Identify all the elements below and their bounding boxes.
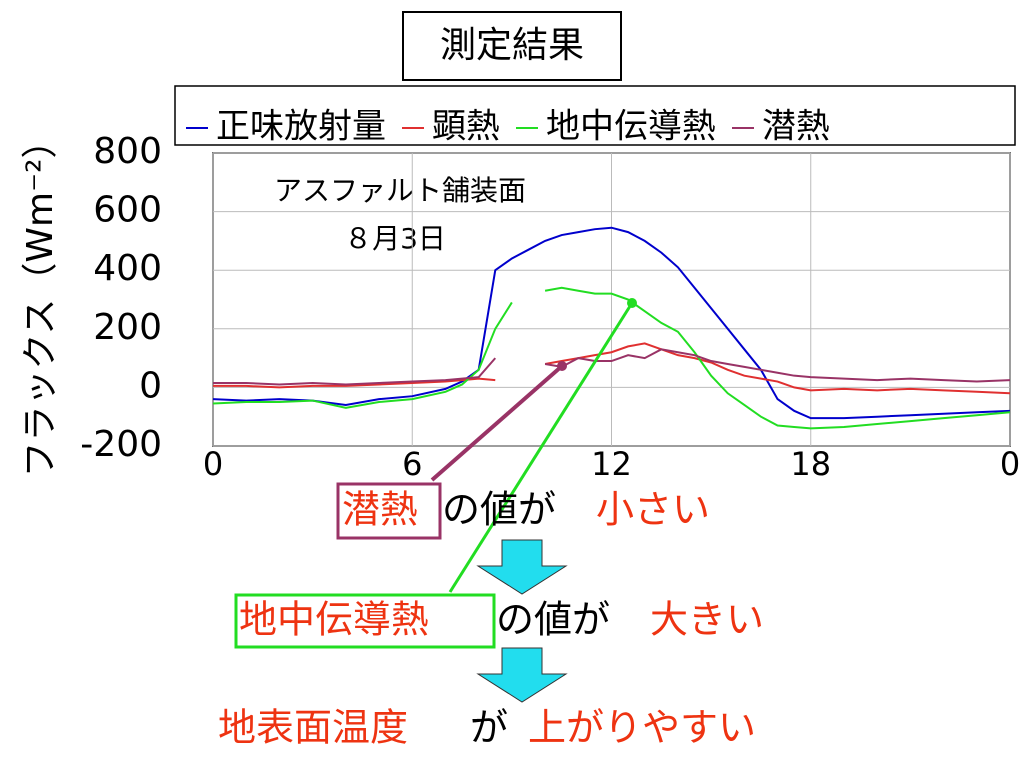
y-tick-label: 400 — [93, 248, 162, 289]
conclusion-text: の値が — [496, 598, 610, 642]
legend-label: 正味放射量 — [216, 107, 386, 147]
conclusion-result: 小さい — [596, 488, 710, 532]
plot — [212, 152, 1011, 447]
conclusion-text: が — [470, 706, 508, 750]
conclusion-key: 地中伝導熱 — [239, 598, 429, 642]
callout-dot — [557, 361, 567, 371]
conclusion-key: 潜熱 — [342, 488, 418, 532]
arrow-down — [476, 647, 568, 703]
y-tick-label: 0 — [139, 365, 162, 406]
y-tick-label: 800 — [93, 131, 162, 172]
x-tick-label: 0 — [203, 445, 223, 483]
callout-line — [430, 364, 564, 482]
annotation: ８月3日 — [344, 222, 446, 255]
series-line — [544, 342, 1011, 395]
legend-box — [174, 85, 1016, 146]
series-line — [213, 357, 497, 386]
conclusion-result: 上がりやすい — [528, 706, 756, 750]
arrow-down — [476, 539, 568, 595]
legend-label: 潜熱 — [762, 107, 830, 147]
conclusion-text: の値が — [442, 488, 556, 532]
highlight-box — [336, 482, 442, 540]
annotation: アスファルト舗装面 — [274, 174, 526, 207]
conclusion-key: 地表面温度 — [218, 706, 408, 750]
y-axis-label: フラックス（Wm⁻²） — [20, 122, 61, 477]
conclusion-result: 大きい — [650, 598, 764, 642]
legend-label: 顕熱 — [432, 107, 500, 147]
legend-label: 地中伝導熱 — [546, 107, 716, 147]
callout-dot — [627, 298, 637, 308]
x-tick-label: 18 — [790, 445, 831, 483]
highlight-box — [234, 593, 496, 649]
x-tick-label: 12 — [591, 445, 632, 483]
x-tick-label: 0 — [1000, 445, 1020, 483]
series-line — [544, 348, 1011, 383]
series-line — [212, 226, 1011, 420]
title-box — [402, 11, 622, 81]
y-tick-label: -200 — [80, 424, 162, 465]
series-line — [544, 286, 1011, 430]
y-tick-label: 200 — [93, 307, 162, 348]
callout-line — [448, 302, 634, 593]
series-line — [212, 301, 513, 409]
x-tick-label: 6 — [402, 445, 422, 483]
chart-title: 測定結果 — [440, 25, 584, 66]
y-tick-label: 600 — [93, 190, 162, 231]
